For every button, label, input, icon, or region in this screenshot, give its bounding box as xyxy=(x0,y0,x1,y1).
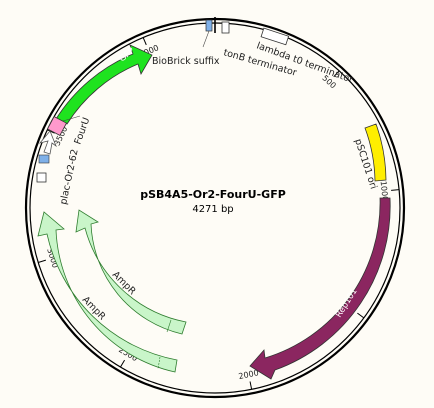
ampr-outer-arrow xyxy=(37,211,178,373)
plac-arrow xyxy=(38,130,57,155)
fouru-box xyxy=(46,115,68,137)
plasmid-name: pSB4A5-Or2-FourU-GFP xyxy=(140,188,286,201)
rep101-arrow xyxy=(249,197,391,380)
tick-label-1000: 1000 xyxy=(379,181,390,202)
tick-mark-3500 xyxy=(47,129,55,134)
lambda-t0-terminator-box xyxy=(260,27,290,46)
plac-small-box xyxy=(38,154,50,164)
ampr-inner-divider xyxy=(166,319,172,333)
tick-mark-1000 xyxy=(391,189,400,191)
tick-mark-2500 xyxy=(120,359,126,368)
psc101-ori-box xyxy=(364,123,387,182)
tick-mark-3000 xyxy=(38,259,47,263)
tonb-terminator-box xyxy=(221,21,230,34)
tick-label-2000: 2000 xyxy=(238,368,260,381)
biobrick-suffix-box xyxy=(205,19,213,32)
gfp-arrow xyxy=(55,44,153,125)
biobrick-suffix-label: BioBrick suffix xyxy=(152,56,220,67)
plasmid-length: 4271 bp xyxy=(192,204,233,215)
plac-label: plac-Or2-62 xyxy=(58,148,80,205)
ampr-inner-arrow xyxy=(75,209,187,335)
fouru-label: FourU xyxy=(72,116,92,146)
tick-mark-2000 xyxy=(249,381,253,390)
tick-mark-1500 xyxy=(357,312,365,319)
small-feature-box xyxy=(36,172,47,183)
fouru-leader-line xyxy=(62,115,81,122)
biobrick-leader-line xyxy=(202,30,210,48)
tick-mark-500 xyxy=(333,70,340,78)
tick-mark-4000 xyxy=(142,37,147,46)
ampr-outer-divider xyxy=(157,356,161,370)
